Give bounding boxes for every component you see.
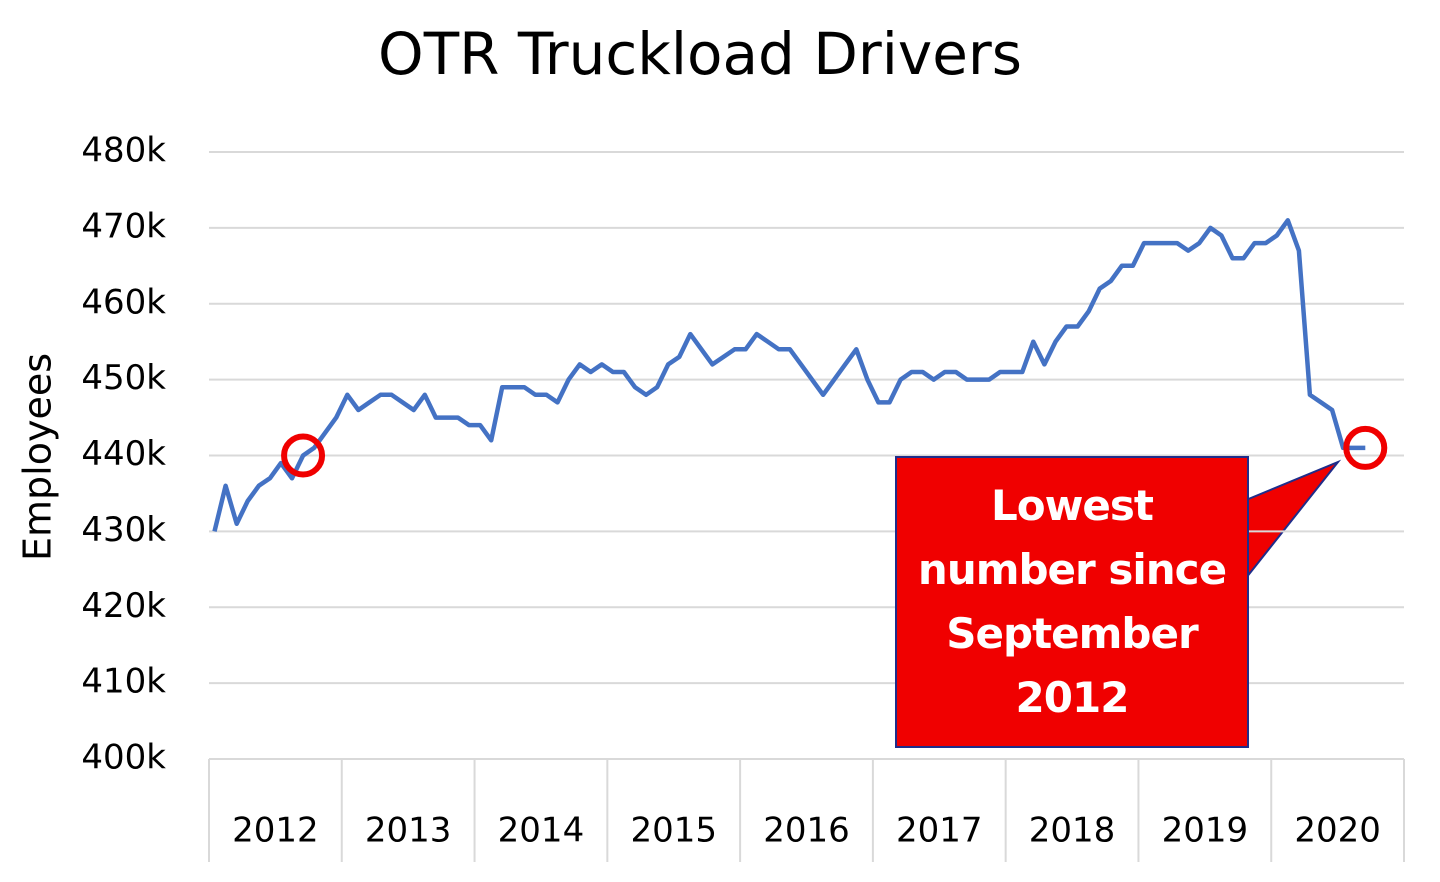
y-tick-label: 430k (81, 510, 166, 550)
y-axis-title: Employees (16, 353, 60, 561)
data-line (212, 218, 1366, 532)
callout-text: Lowest number since September 2012 (917, 481, 1227, 722)
y-tick-label: 400k (81, 738, 166, 778)
x-tick-label: 2012 (232, 811, 319, 851)
callout-box (895, 456, 1249, 748)
y-tick-label: 480k (81, 131, 166, 171)
x-tick-label: 2019 (1162, 811, 1249, 851)
y-tick-label: 450k (81, 358, 166, 398)
x-tick-label: 2016 (763, 811, 850, 851)
y-tick-label: 470k (81, 206, 166, 246)
x-tick-label: 2014 (498, 811, 585, 851)
x-tick-label: 2020 (1294, 811, 1381, 851)
highlight-circle (1343, 425, 1388, 470)
callout-pointer (1245, 459, 1342, 581)
y-tick-label: 410k (81, 662, 166, 702)
x-tick-label: 2018 (1029, 811, 1116, 851)
chart-title: OTR Truckload Drivers (378, 20, 1022, 88)
highlight-circle (281, 433, 326, 478)
x-tick-label: 2017 (896, 811, 983, 851)
x-tick-label: 2013 (365, 811, 452, 851)
y-tick-label: 460k (81, 282, 166, 322)
y-tick-label: 420k (81, 586, 166, 626)
y-tick-label: 440k (81, 434, 166, 474)
x-tick-label: 2015 (630, 811, 717, 851)
